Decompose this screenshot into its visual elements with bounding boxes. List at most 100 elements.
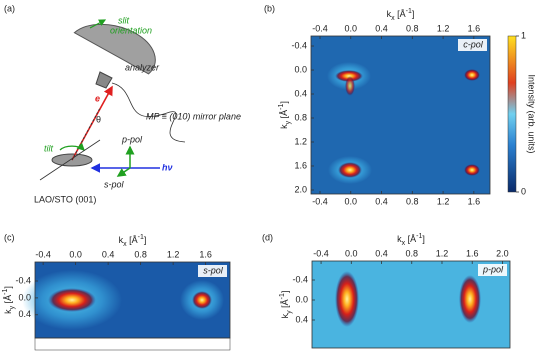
y-axis-label-part: ] — [279, 101, 289, 104]
tilt-label: tilt — [44, 143, 53, 153]
y-axis-label-part: -1 — [278, 104, 285, 110]
x-axis-label-part: k — [387, 9, 392, 19]
heatmap-d — [312, 261, 510, 348]
x-tick-label: 0.8 — [134, 249, 147, 259]
x-tick-label: 1.6 — [468, 196, 481, 206]
x-tick-label: 0.4 — [375, 23, 388, 33]
y-axis-label: ky [Å-1] — [278, 101, 292, 129]
y-axis-label-part: -1 — [2, 289, 9, 295]
y-tick-label: 0.0 — [18, 292, 31, 302]
x-axis-label-part: x — [391, 15, 395, 22]
diagram — [39, 19, 186, 181]
x-tick-label: 0.4 — [375, 248, 388, 258]
x-axis-label-part: ] — [144, 235, 147, 245]
y-axis-label: ky [Å-1] — [279, 291, 293, 319]
hv-label: hν — [162, 162, 173, 172]
x-tick-label: 0.4 — [102, 249, 115, 259]
x-tick-label: 0.8 — [406, 23, 419, 33]
x-axis-label-part: ] — [412, 9, 415, 19]
plot-frame — [34, 261, 231, 339]
mirror-plane-label: MP ≡ (010) mirror plane — [146, 111, 241, 121]
polarization-tag: c-pol — [463, 39, 484, 49]
y-axis-label-part: [Å — [279, 110, 289, 121]
x-axis-label: kx [Å-1] — [119, 234, 147, 248]
colorbar — [507, 35, 517, 193]
y-axis-label-part: k — [280, 313, 290, 318]
x-axis-label-part: -1 — [138, 234, 144, 241]
y-tick-label: 0.4 — [294, 88, 307, 98]
panel-label: (c) — [4, 232, 15, 242]
colorbar-tick-label: 0 — [521, 186, 526, 196]
x-tick-label: 0.4 — [375, 196, 388, 206]
panel-label: (b) — [264, 3, 275, 13]
x-axis-label-part: -1 — [416, 233, 422, 240]
panel-label: (a) — [4, 3, 15, 13]
y-tick-label: 1.6 — [294, 160, 307, 170]
x-tick-label: -0.4 — [312, 23, 328, 33]
y-tick-label: 0.0 — [295, 294, 308, 304]
theta-label: θ — [96, 114, 101, 124]
x-tick-label: 1.2 — [437, 23, 450, 33]
x-tick-label: 1.6 — [199, 249, 212, 259]
y-tick-label: 1.2 — [294, 136, 307, 146]
plot-frame — [310, 35, 491, 195]
tag-box — [458, 39, 487, 51]
x-tick-label: 0.0 — [345, 23, 358, 33]
y-tick-label: -0.4 — [292, 274, 308, 284]
y-tick-label: 0.4 — [295, 314, 308, 324]
y-axis-label-part: y — [9, 305, 16, 309]
plot-frame — [311, 260, 511, 349]
tag-box — [198, 265, 227, 277]
sample-label: LAO/STO (001) — [34, 194, 96, 204]
x-axis-label-part: [Å — [405, 234, 416, 244]
x-axis-label-part: x — [402, 240, 406, 247]
heatmap-c — [22, 262, 231, 351]
y-tick-label: 2.0 — [294, 184, 307, 194]
colorbar-tick-label: 1 — [521, 30, 526, 40]
x-tick-label: 1.2 — [436, 248, 449, 258]
y-axis-label-part: k — [279, 124, 289, 129]
analyzer-label: analyzer — [125, 62, 160, 72]
x-tick-label: -0.4 — [35, 249, 51, 259]
y-axis-label: ky [Å-1] — [2, 286, 16, 314]
y-axis-label-part: ] — [3, 286, 13, 289]
x-tick-label: 0.0 — [69, 249, 82, 259]
x-tick-label: 1.6 — [468, 23, 481, 33]
x-axis-label-part: k — [397, 234, 402, 244]
x-axis-label-part: k — [119, 235, 124, 245]
y-tick-label: 0.4 — [18, 309, 31, 319]
e-label: e — [95, 93, 100, 103]
orientation-label: orientation — [110, 25, 152, 35]
y-axis-label-part: -1 — [279, 293, 286, 299]
y-tick-label: -0.4 — [291, 40, 307, 50]
x-tick-label: 0.8 — [405, 248, 418, 258]
x-axis-label: kx [Å-1] — [397, 233, 425, 247]
y-axis-label-part: k — [3, 309, 13, 314]
y-axis-label-part: y — [286, 310, 293, 314]
y-tick-label: 0.8 — [294, 112, 307, 122]
x-tick-label: -0.4 — [312, 196, 328, 206]
x-tick-label: 0.0 — [345, 248, 358, 258]
colorbar-label: Intensity (arb. units) — [527, 74, 537, 153]
y-axis-label-part: ] — [280, 291, 290, 294]
slit-label: slit — [118, 15, 129, 25]
x-tick-label: 0.0 — [345, 196, 358, 206]
x-axis-label-part: -1 — [406, 8, 412, 15]
x-tick-label: -0.4 — [313, 248, 329, 258]
y-axis-label-part: [Å — [280, 299, 290, 310]
x-axis-label-part: x — [123, 241, 127, 248]
polarization-tag: s-pol — [203, 265, 224, 275]
s-pol-label: s-pol — [104, 179, 125, 189]
x-tick-label: 0.8 — [406, 196, 419, 206]
x-axis-label-part: [Å — [395, 9, 406, 19]
x-tick-label: 1.2 — [437, 196, 450, 206]
x-axis-label-part: [Å — [127, 235, 138, 245]
y-axis-label-part: [Å — [3, 295, 13, 306]
heatmap-b — [311, 36, 490, 194]
y-tick-label: -0.4 — [15, 275, 31, 285]
x-tick-label: 1.6 — [466, 248, 479, 258]
p-pol-label: p-pol — [121, 134, 143, 144]
x-axis-label: kx [Å-1] — [387, 8, 415, 22]
x-tick-label: 2.0 — [496, 248, 509, 258]
